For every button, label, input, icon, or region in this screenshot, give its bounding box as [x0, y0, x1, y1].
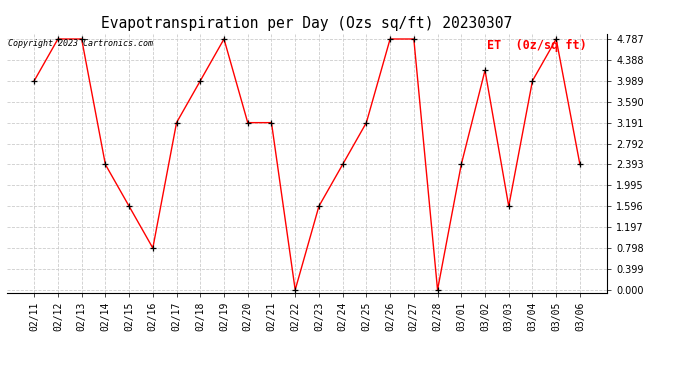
Point: [313, 203, 324, 209]
Point: [432, 287, 443, 293]
Point: [124, 203, 135, 209]
Point: [76, 36, 87, 42]
Text: ET  (0z/sq ft): ET (0z/sq ft): [487, 39, 587, 52]
Point: [456, 162, 467, 168]
Point: [219, 36, 230, 42]
Point: [52, 36, 63, 42]
Title: Evapotranspiration per Day (Ozs sq/ft) 20230307: Evapotranspiration per Day (Ozs sq/ft) 2…: [101, 16, 513, 31]
Point: [337, 162, 348, 168]
Point: [480, 68, 491, 74]
Point: [408, 36, 420, 42]
Point: [551, 36, 562, 42]
Point: [503, 203, 514, 209]
Point: [384, 36, 395, 42]
Point: [100, 162, 111, 168]
Text: Copyright 2023 Cartronics.com: Copyright 2023 Cartronics.com: [8, 39, 153, 48]
Point: [242, 120, 253, 126]
Point: [361, 120, 372, 126]
Point: [195, 78, 206, 84]
Point: [290, 287, 301, 293]
Point: [574, 162, 585, 168]
Point: [527, 78, 538, 84]
Point: [171, 120, 182, 126]
Point: [29, 78, 40, 84]
Point: [147, 245, 158, 251]
Point: [266, 120, 277, 126]
